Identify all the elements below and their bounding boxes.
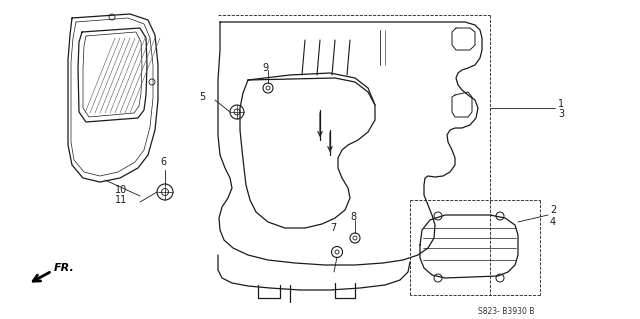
Text: FR.: FR.: [54, 263, 75, 273]
Text: 5: 5: [199, 92, 205, 102]
Text: 2: 2: [550, 205, 556, 215]
Text: 7: 7: [330, 223, 336, 233]
Text: 3: 3: [558, 109, 564, 119]
Text: 9: 9: [262, 63, 268, 73]
Text: 11: 11: [115, 195, 127, 205]
Text: S823- B3930 B: S823- B3930 B: [478, 308, 534, 316]
Text: 10: 10: [115, 185, 127, 195]
Text: 1: 1: [558, 99, 564, 109]
Text: 4: 4: [550, 217, 556, 227]
Text: 6: 6: [160, 157, 166, 167]
Text: 8: 8: [350, 212, 356, 222]
